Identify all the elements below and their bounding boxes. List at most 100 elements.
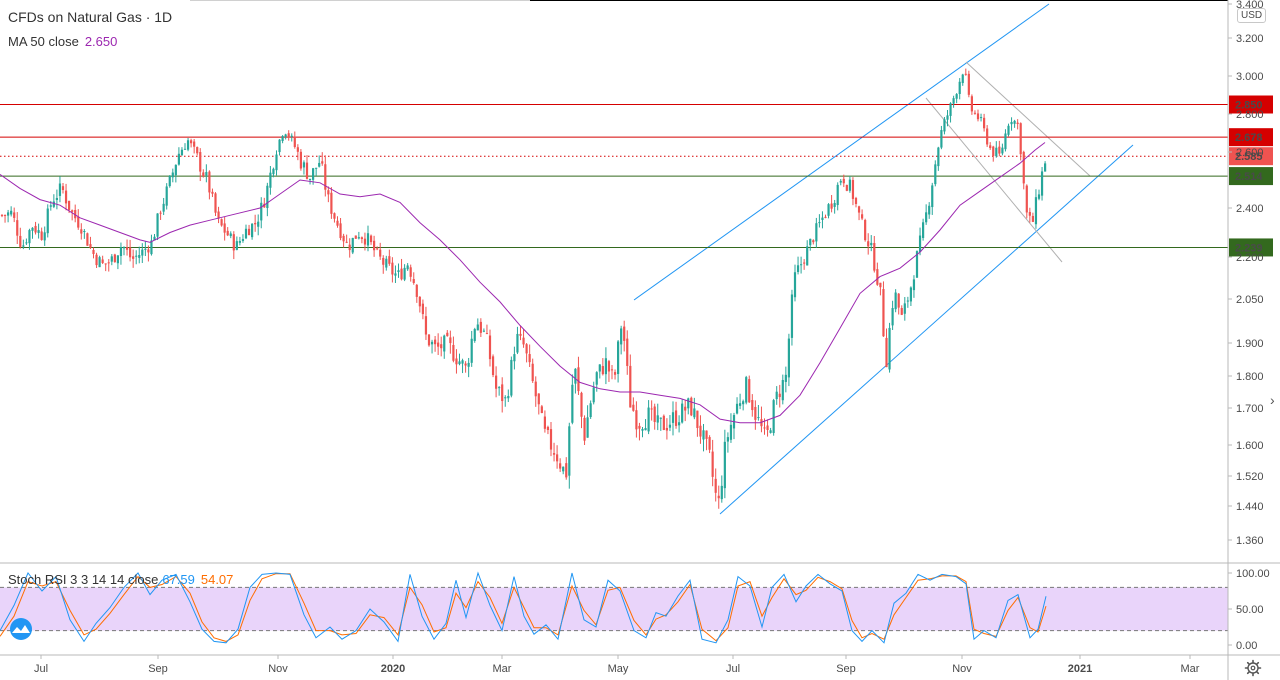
candle[interactable] (937, 146, 940, 171)
candle[interactable] (391, 257, 394, 283)
candle[interactable] (211, 188, 214, 198)
candle[interactable] (674, 401, 678, 429)
candle[interactable] (861, 209, 864, 221)
candle[interactable] (891, 300, 894, 330)
candle[interactable] (31, 227, 34, 239)
candle[interactable] (449, 330, 452, 354)
candle[interactable] (455, 349, 458, 374)
candle[interactable] (379, 242, 382, 260)
candle[interactable] (238, 236, 241, 246)
candle[interactable] (104, 263, 107, 272)
candle[interactable] (327, 186, 330, 203)
candle[interactable] (879, 282, 882, 296)
candle[interactable] (330, 187, 333, 219)
candle[interactable] (263, 197, 266, 208)
candle[interactable] (900, 305, 903, 316)
candle[interactable] (723, 429, 726, 499)
candle[interactable] (458, 353, 461, 366)
candle[interactable] (662, 414, 665, 431)
candle[interactable] (940, 125, 943, 150)
candle[interactable] (946, 109, 949, 127)
candle[interactable] (61, 183, 65, 194)
candle[interactable] (92, 247, 95, 259)
candle[interactable] (394, 265, 397, 283)
candle[interactable] (400, 258, 403, 281)
candle[interactable] (1016, 119, 1019, 130)
candle[interactable] (565, 457, 568, 480)
candle[interactable] (873, 235, 876, 273)
time-axis[interactable]: Jul Sep Nov 2020 Mar May Jul Sep Nov 2021 Mar (0, 654, 1280, 675)
candle[interactable] (732, 412, 736, 440)
candle[interactable] (199, 148, 202, 182)
candle[interactable] (13, 207, 16, 223)
candle[interactable] (284, 133, 287, 140)
candle[interactable] (208, 170, 211, 200)
candle[interactable] (324, 155, 327, 197)
price-axis[interactable]: 2.850 2.678 2.585 2.514 2.239 3.400 3.200 3.000… (1227, 0, 1273, 680)
candle[interactable] (775, 386, 778, 405)
candle[interactable] (958, 78, 961, 100)
candle[interactable] (305, 155, 309, 180)
candle[interactable] (610, 364, 614, 380)
candle[interactable] (141, 243, 144, 263)
candle[interactable] (366, 225, 370, 252)
candle[interactable] (369, 234, 373, 245)
candle[interactable] (577, 356, 580, 395)
candle[interactable] (598, 364, 601, 379)
candle[interactable] (854, 196, 858, 208)
level-badge-2.585[interactable] (1229, 147, 1273, 166)
candle[interactable] (848, 176, 851, 193)
candle[interactable] (943, 116, 946, 135)
candle[interactable] (452, 336, 455, 363)
candle[interactable] (470, 330, 473, 367)
candle[interactable] (964, 68, 967, 76)
candle[interactable] (1004, 129, 1007, 152)
candle[interactable] (681, 399, 684, 424)
candle[interactable] (809, 238, 812, 251)
candle[interactable] (125, 239, 129, 256)
candle[interactable] (851, 177, 855, 206)
candle[interactable] (180, 147, 184, 156)
candle[interactable] (397, 263, 400, 278)
candle[interactable] (595, 371, 598, 392)
candle[interactable] (909, 286, 912, 306)
candle[interactable] (979, 113, 983, 122)
candle[interactable] (116, 255, 119, 270)
candle[interactable] (787, 333, 790, 387)
candle[interactable] (446, 330, 449, 337)
candle[interactable] (528, 344, 531, 368)
candle[interactable] (55, 189, 58, 210)
price-pane[interactable] (0, 0, 1228, 515)
candle[interactable] (71, 209, 74, 221)
candle[interactable] (290, 133, 293, 142)
candle[interactable] (464, 361, 467, 373)
down-channel-lower-line[interactable] (925, 97, 1063, 263)
currency-badge[interactable]: USD (1237, 8, 1267, 23)
candle[interactable] (226, 227, 229, 237)
candle[interactable] (998, 140, 1001, 157)
level-badge-2.678[interactable] (1229, 128, 1273, 147)
candle[interactable] (857, 205, 861, 221)
level-badge-2.850[interactable] (1229, 95, 1273, 114)
candle[interactable] (52, 194, 55, 209)
candle[interactable] (659, 417, 662, 431)
candle[interactable] (549, 422, 553, 457)
candle[interactable] (632, 397, 635, 412)
candle[interactable] (690, 396, 693, 417)
candle[interactable] (190, 138, 193, 148)
candle[interactable] (19, 227, 22, 249)
candle[interactable] (214, 192, 217, 217)
candle[interactable] (729, 413, 733, 443)
candle[interactable] (897, 293, 900, 315)
candle[interactable] (647, 400, 650, 435)
candle[interactable] (186, 137, 190, 152)
candle[interactable] (976, 109, 980, 122)
candle[interactable] (278, 139, 281, 156)
candle[interactable] (885, 328, 888, 368)
candle[interactable] (40, 227, 43, 241)
candle[interactable] (501, 377, 504, 413)
candle[interactable] (321, 152, 324, 166)
candle[interactable] (232, 231, 235, 260)
candle[interactable] (714, 468, 717, 502)
candle[interactable] (272, 167, 275, 178)
